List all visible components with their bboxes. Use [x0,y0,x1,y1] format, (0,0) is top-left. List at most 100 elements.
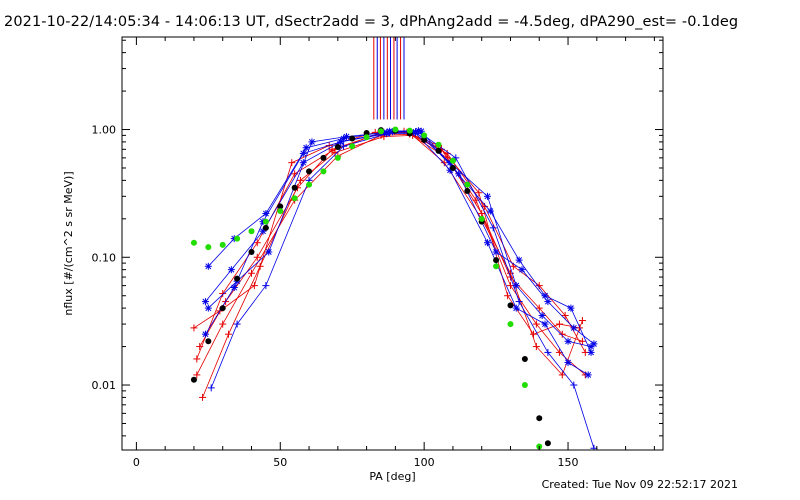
data-point [253,239,261,247]
data-point [521,382,528,389]
data-point [564,359,572,367]
data-point [590,444,598,450]
data-point [435,147,442,154]
data-point [383,130,391,138]
data-point [558,330,566,338]
series-line [196,132,583,376]
series-red-1 [196,128,589,379]
data-point [265,248,273,256]
data-point [248,248,255,255]
data-point [483,239,491,247]
data-point [201,330,209,338]
data-point [302,144,310,152]
data-point [570,381,578,389]
series-line [205,131,592,347]
data-point [455,170,463,178]
vertical-markers-layer [373,37,405,120]
data-point [306,168,313,175]
data-point [334,143,341,150]
data-point [193,371,201,379]
data-point [342,133,350,141]
data-point [475,189,483,197]
data-point [587,348,595,356]
data-point [199,393,207,401]
y-axis-label: nflux [#/(cm^2 s sr MeV)] [62,171,75,315]
data-point [253,253,261,261]
y-tick-label: 0.10 [92,251,117,264]
data-point [196,343,204,351]
data-point [248,228,255,235]
data-point [205,338,212,345]
data-point [564,337,572,345]
data-point [291,184,298,191]
data-point [567,304,575,312]
x-tick-label: 50 [273,456,287,469]
data-point [493,263,500,270]
data-point [590,340,598,348]
data-point [561,312,569,320]
data-point [291,195,298,202]
data-point [227,266,235,274]
data-point [230,283,238,291]
data-point [507,321,514,328]
data-point [262,210,270,218]
data-point [299,159,307,167]
data-point [512,304,520,312]
data-point [421,132,428,139]
data-point [530,330,538,338]
data-point [578,337,586,345]
data-point [349,135,356,142]
data-point [204,262,212,270]
data-point [478,215,485,222]
data-point [570,324,578,332]
data-point [518,266,526,274]
series-blue-8 [201,129,592,379]
data-point [296,176,304,184]
data-point [193,355,201,363]
data-point [219,320,227,328]
series-line [210,132,595,449]
data-point [201,298,209,306]
data-point [504,292,512,300]
data-point [541,320,549,328]
series-line [196,133,583,376]
data-point [486,207,494,215]
data-point [506,269,514,277]
series-blue-9 [204,127,598,348]
data-point [363,134,370,141]
series-layer [190,126,598,450]
data-point [536,415,543,422]
data-point [219,241,226,248]
data-point [464,181,471,188]
data-point [320,154,327,161]
y-tick-label: 1.00 [92,124,117,137]
data-point [233,320,241,328]
data-point [262,224,269,231]
data-point [412,129,420,137]
data-point [219,305,226,312]
data-point [521,355,528,362]
data-point [464,188,471,195]
series-green-11 [190,126,543,450]
x-tick-label: 150 [558,456,579,469]
data-point [535,304,543,312]
data-point [544,298,552,306]
data-point [578,316,586,324]
data-point [544,440,551,447]
data-point [328,147,336,155]
data-point [555,320,563,328]
series-black-10 [190,127,551,447]
data-point [204,304,212,312]
data-point [544,348,552,356]
data-point [558,371,566,379]
data-point [247,269,255,277]
data-point [219,290,227,298]
x-tick-label: 0 [133,456,140,469]
data-point [349,143,356,150]
data-point [256,262,264,270]
data-point [190,376,197,383]
data-point [190,324,198,332]
data-point [299,149,307,157]
series-line [208,130,592,353]
data-point [308,138,316,146]
